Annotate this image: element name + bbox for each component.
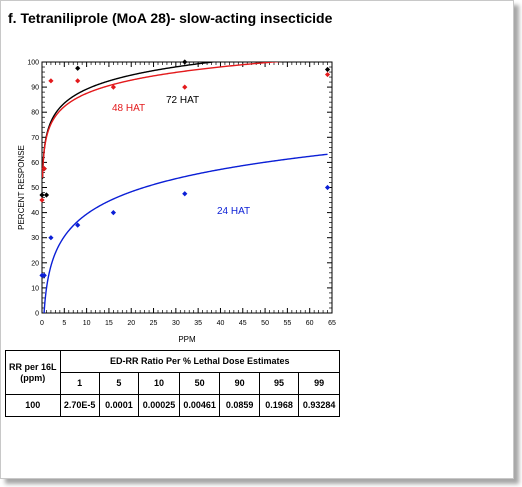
ed-group-header: ED-RR Ratio Per % Lethal Dose Estimates <box>59 350 341 373</box>
lethal-dose-5: 5 <box>98 372 140 395</box>
ed-value-ld5: 0.0001 <box>98 394 140 417</box>
rr-column-header: RR per 16L (ppm) <box>5 350 61 395</box>
data-point-24-hat <box>75 222 81 228</box>
data-point-48-hat <box>110 84 116 90</box>
x-tick-label: 30 <box>172 320 180 327</box>
ed-value-ld1: 2.70E-5 <box>59 394 100 417</box>
x-tick-label: 35 <box>194 320 202 327</box>
data-point-48-hat <box>324 71 331 78</box>
table-row: 100 2.70E-5 0.0001 0.00025 0.00461 0.0859 0.1… <box>5 394 340 417</box>
lethal-dose-1: 1 <box>59 372 100 395</box>
ed-value-ld95: 0.1968 <box>258 394 300 417</box>
y-tick-label: 10 <box>31 285 39 292</box>
rr-value: 100 <box>5 394 61 417</box>
x-tick-label: 5 <box>62 320 66 327</box>
series-label-24-hat: 24 HAT <box>217 206 250 217</box>
x-tick-label: 65 <box>328 320 336 327</box>
data-point-72-hat <box>324 66 331 73</box>
fit-curve-72-hat <box>42 62 219 179</box>
data-point-24-hat <box>324 184 331 191</box>
lethal-dose-10: 10 <box>138 372 180 395</box>
y-tick-label: 30 <box>31 235 39 242</box>
rr-header-line1: RR per 16L <box>9 361 57 372</box>
lethal-dose-header-row: 1 5 10 50 90 95 99 <box>6 372 340 395</box>
fit-curve-24-hat <box>43 153 328 313</box>
y-tick-label: 70 <box>31 135 39 142</box>
data-point-48-hat <box>48 78 54 84</box>
data-point-48-hat <box>39 197 45 203</box>
chart-axes: 0 5 10 15 20 25 30 35 40 45 50 55 60 65 0 10 20 30 40 50 60 7… <box>17 60 336 345</box>
x-tick-label: 20 <box>127 320 135 327</box>
y-tick-label: 40 <box>31 210 39 217</box>
ed-value-ld10: 0.00025 <box>138 394 180 417</box>
ed-value-ld99: 0.93284 <box>298 394 340 417</box>
y-tick-label: 60 <box>31 160 39 167</box>
x-tick-label: 40 <box>217 320 225 327</box>
x-tick-label: 25 <box>150 320 158 327</box>
ed-value-ld50: 0.00461 <box>178 394 221 417</box>
dose-response-chart: 0 5 10 15 20 25 30 35 40 45 50 55 60 65 0 10 20 30 40 50 60 7… <box>17 59 336 345</box>
lethal-dose-50: 50 <box>178 372 221 395</box>
lethal-dose-90: 90 <box>219 372 260 395</box>
fit-curves <box>42 62 328 313</box>
ed-rr-table: RR per 16L (ppm) ED-RR Ratio Per % Letha… <box>5 350 341 417</box>
y-tick-label: 20 <box>31 260 39 267</box>
x-tick-label: 15 <box>105 320 113 327</box>
data-point-24-hat <box>48 235 54 241</box>
data-points <box>39 59 331 278</box>
lethal-dose-95: 95 <box>258 372 300 395</box>
y-axis-label: PERCENT RESPONSE <box>17 145 26 230</box>
y-tick-label: 100 <box>27 60 39 67</box>
x-tick-label: 0 <box>40 320 44 327</box>
data-point-48-hat <box>41 166 47 172</box>
x-tick-label: 45 <box>239 320 247 327</box>
y-tick-label: 50 <box>31 185 39 192</box>
data-point-24-hat <box>41 272 47 278</box>
x-tick-label: 10 <box>83 320 91 327</box>
lethal-dose-99: 99 <box>298 372 340 395</box>
y-tick-label: 90 <box>31 85 39 92</box>
figure-title: f. Tetraniliprole (MoA 28)- slow-acting … <box>8 10 333 26</box>
fit-curve-48-hat <box>42 62 282 178</box>
data-point-48-hat <box>182 84 188 90</box>
data-point-72-hat <box>182 59 188 65</box>
x-tick-label: 50 <box>261 320 269 327</box>
y-tick-label: 0 <box>35 311 39 318</box>
data-point-24-hat <box>110 210 116 216</box>
x-tick-label: 55 <box>283 320 291 327</box>
series-label-72-hat: 72 HAT <box>166 95 199 106</box>
data-point-72-hat <box>43 192 50 198</box>
data-point-72-hat <box>75 65 81 71</box>
data-point-48-hat <box>75 78 81 84</box>
figure-panel: f. Tetraniliprole (MoA 28)- slow-acting … <box>0 0 514 479</box>
y-tick-label: 80 <box>31 110 39 117</box>
ed-value-ld90: 0.0859 <box>219 394 260 417</box>
data-point-24-hat <box>182 191 188 197</box>
data-point-72-hat <box>39 192 45 198</box>
x-axis-label: PPM <box>178 335 196 344</box>
x-tick-label: 60 <box>306 320 314 327</box>
series-label-48-hat: 48 HAT <box>112 103 145 114</box>
rr-header-line2: (ppm) <box>20 372 46 383</box>
series-labels: 72 HAT 48 HAT 24 HAT <box>112 95 250 217</box>
